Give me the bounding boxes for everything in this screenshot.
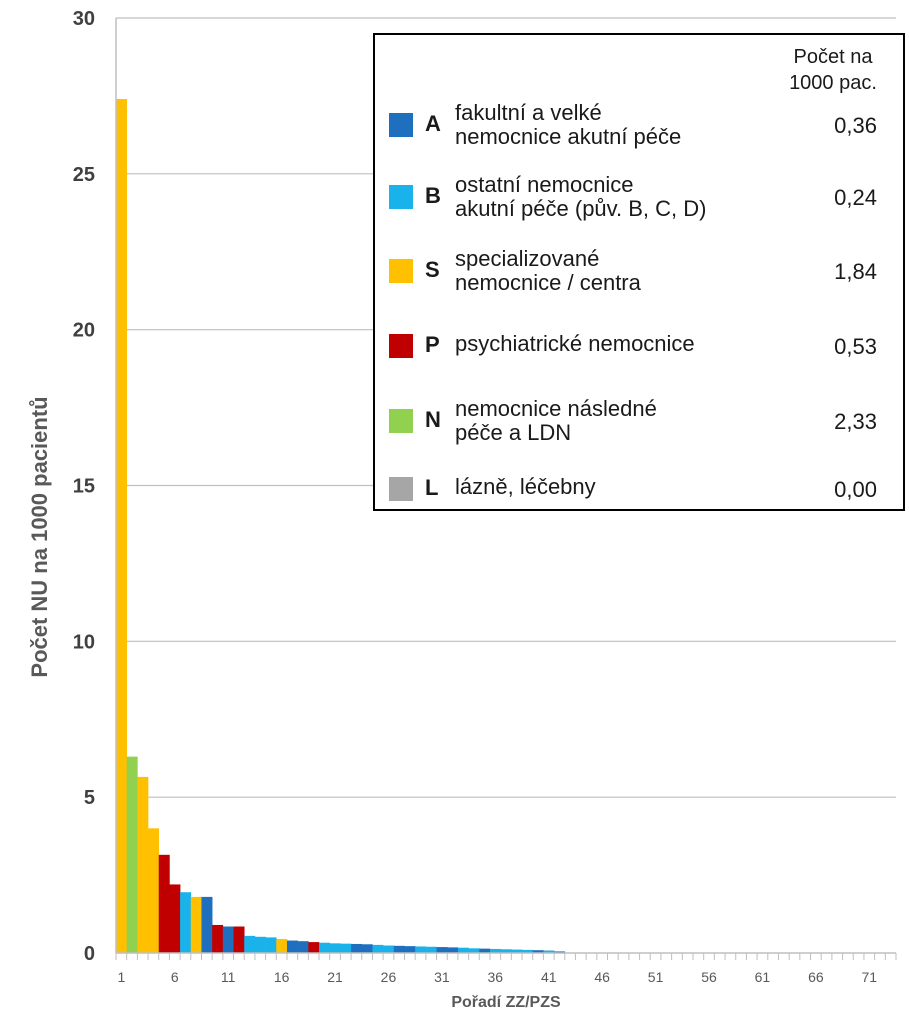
legend-label: specializované nemocnice / centra [455, 247, 775, 295]
legend-item-l: L lázně, léčebny 0,00 [375, 459, 903, 519]
x-tick-label: 31 [434, 969, 450, 985]
x-tick-label: 71 [861, 969, 877, 985]
bar [372, 945, 383, 953]
y-tick-label: 30 [73, 8, 95, 30]
bar [244, 936, 255, 953]
x-axis-title: Pořadí ZZ/PZS [451, 994, 561, 1011]
bar [191, 897, 202, 953]
legend-item-a: A fakultní a velké nemocnice akutní péče… [375, 95, 903, 155]
x-tick-label: 36 [488, 969, 504, 985]
legend-swatch-s [389, 259, 413, 283]
bar [394, 946, 405, 953]
bar [159, 855, 170, 953]
x-tick-label: 51 [648, 969, 664, 985]
y-axis-title: Počet NU na 1000 pacientů [27, 396, 52, 677]
bar [201, 897, 212, 953]
bar [340, 944, 351, 953]
legend: Počet na 1000 pac. A fakultní a velké ne… [373, 33, 905, 511]
legend-code: P [425, 332, 440, 358]
legend-label: lázně, léčebny [455, 475, 775, 499]
legend-swatch-b [389, 185, 413, 209]
x-tick-label: 26 [381, 969, 397, 985]
legend-swatch-p [389, 334, 413, 358]
x-tick-label: 6 [171, 969, 179, 985]
x-tick-label: 61 [755, 969, 771, 985]
y-tick-label: 10 [73, 631, 95, 653]
bar [169, 884, 180, 953]
bar [404, 946, 415, 953]
bar [308, 942, 319, 953]
x-tick-label: 11 [221, 969, 236, 985]
bar [276, 939, 287, 953]
legend-value: 0,53 [834, 334, 877, 360]
x-tick-label: 1 [117, 969, 125, 985]
bar [223, 927, 234, 953]
bar [458, 948, 469, 953]
bar [319, 943, 330, 953]
legend-code: A [425, 111, 441, 137]
legend-label: ostatní nemocnice akutní péče (pův. B, C… [455, 173, 775, 221]
bar [426, 947, 437, 953]
bar [212, 925, 223, 953]
legend-code: L [425, 475, 438, 501]
bar [255, 937, 266, 953]
legend-value: 0,36 [834, 113, 877, 139]
x-tick-label: 56 [701, 969, 717, 985]
x-tick-label: 41 [541, 969, 557, 985]
legend-label: fakultní a velké nemocnice akutní péče [455, 101, 775, 149]
bar [148, 828, 159, 953]
y-tick-label: 0 [84, 943, 95, 965]
bar [447, 947, 458, 953]
x-tick-label: 16 [274, 969, 290, 985]
x-tick-label: 46 [594, 969, 610, 985]
bar [437, 947, 448, 953]
legend-swatch-a [389, 113, 413, 137]
legend-value: 2,33 [834, 409, 877, 435]
legend-value: 1,84 [834, 259, 877, 285]
legend-value-header: Počet na 1000 pac. [763, 44, 903, 96]
y-tick-label: 5 [84, 787, 95, 809]
y-tick-label: 25 [73, 164, 95, 186]
legend-swatch-l [389, 477, 413, 501]
legend-value: 0,00 [834, 477, 877, 503]
legend-label: psychiatrické nemocnice [455, 332, 775, 356]
x-axis-ticks: 1 6 11 16 21 26 31 36 41 46 51 56 61 66 71 [116, 953, 896, 985]
legend-code: N [425, 407, 441, 433]
bar [116, 99, 127, 953]
bar [287, 941, 298, 953]
x-tick-label: 66 [808, 969, 824, 985]
legend-label: nemocnice následné péče a LDN [455, 397, 775, 445]
legend-item-n: N nemocnice následné péče a LDN 2,33 [375, 391, 903, 451]
bar [351, 944, 362, 953]
legend-code: S [425, 257, 440, 283]
bar [127, 757, 138, 953]
y-axis-ticks: 0 5 10 15 20 25 30 [73, 8, 95, 965]
bar [298, 941, 309, 953]
bar [266, 937, 277, 953]
x-tick-label: 21 [327, 969, 343, 985]
bar [234, 927, 245, 953]
bar [330, 943, 341, 953]
legend-swatch-n [389, 409, 413, 433]
legend-item-s: S specializované nemocnice / centra 1,84 [375, 241, 903, 301]
bar [362, 944, 373, 953]
bar [383, 946, 394, 953]
bar [415, 946, 426, 953]
legend-item-p: P psychiatrické nemocnice 0,53 [375, 316, 903, 376]
legend-value: 0,24 [834, 185, 877, 211]
y-tick-label: 20 [73, 320, 95, 342]
bar [180, 892, 191, 953]
y-tick-label: 15 [73, 476, 95, 498]
legend-item-b: B ostatní nemocnice akutní péče (pův. B,… [375, 167, 903, 227]
bar [137, 777, 148, 953]
legend-code: B [425, 183, 441, 209]
